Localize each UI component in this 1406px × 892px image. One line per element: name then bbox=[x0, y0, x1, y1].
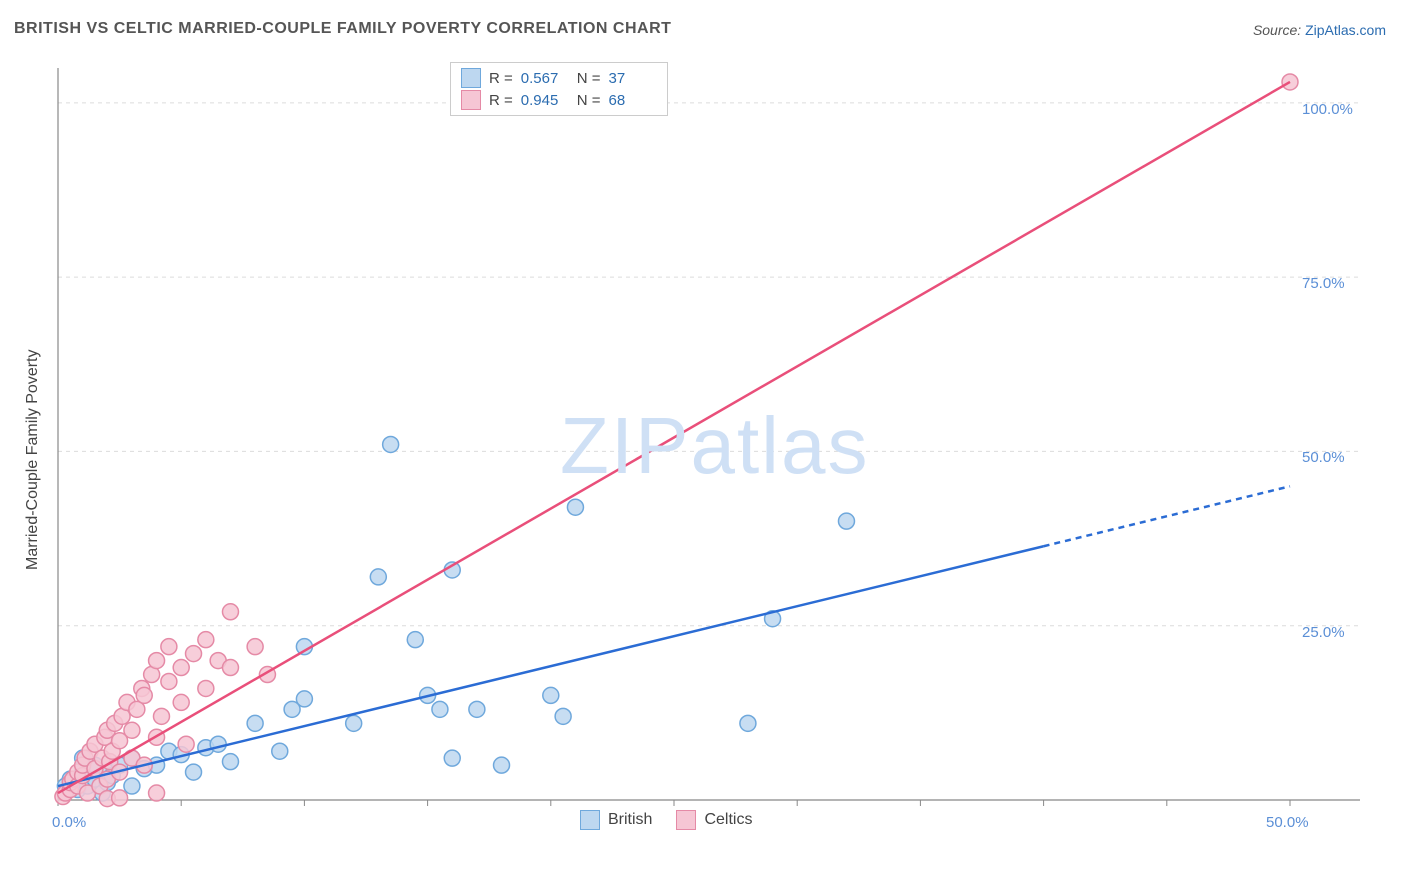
legend-row-british: R = 0.567 N = 37 bbox=[461, 67, 657, 89]
n-label: N = bbox=[577, 70, 601, 87]
y-axis-label: Married-Couple Family Poverty bbox=[24, 349, 42, 570]
legend-item-celtics: Celtics bbox=[676, 810, 752, 830]
legend-label-british: British bbox=[608, 811, 652, 829]
legend-item-british: British bbox=[580, 810, 652, 830]
tick-label: 0.0% bbox=[52, 814, 86, 831]
n-value-british: 37 bbox=[609, 70, 657, 87]
swatch-british bbox=[461, 68, 481, 88]
n-value-celtics: 68 bbox=[609, 92, 657, 109]
source-label: Source: bbox=[1253, 22, 1301, 38]
chart-container: BRITISH VS CELTIC MARRIED-COUPLE FAMILY … bbox=[0, 0, 1406, 892]
tick-label: 25.0% bbox=[1302, 624, 1345, 641]
r-label: R = bbox=[489, 92, 513, 109]
correlation-legend: R = 0.567 N = 37 R = 0.945 N = 68 bbox=[450, 62, 668, 116]
chart-title: BRITISH VS CELTIC MARRIED-COUPLE FAMILY … bbox=[14, 20, 671, 38]
r-value-celtics: 0.945 bbox=[521, 92, 569, 109]
source-attribution: Source: ZipAtlas.com bbox=[1253, 22, 1386, 38]
tick-label: 50.0% bbox=[1266, 814, 1309, 831]
tick-label: 50.0% bbox=[1302, 449, 1345, 466]
r-value-british: 0.567 bbox=[521, 70, 569, 87]
n-label: N = bbox=[577, 92, 601, 109]
swatch-british-b bbox=[580, 810, 600, 830]
legend-label-celtics: Celtics bbox=[704, 811, 752, 829]
series-legend: British Celtics bbox=[580, 810, 752, 830]
r-label: R = bbox=[489, 70, 513, 87]
swatch-celtics-b bbox=[676, 810, 696, 830]
legend-row-celtics: R = 0.945 N = 68 bbox=[461, 89, 657, 111]
swatch-celtics bbox=[461, 90, 481, 110]
tick-label: 100.0% bbox=[1302, 101, 1353, 118]
tick-label: 75.0% bbox=[1302, 275, 1345, 292]
scatter-plot bbox=[50, 60, 1370, 830]
source-value: ZipAtlas.com bbox=[1305, 22, 1386, 38]
